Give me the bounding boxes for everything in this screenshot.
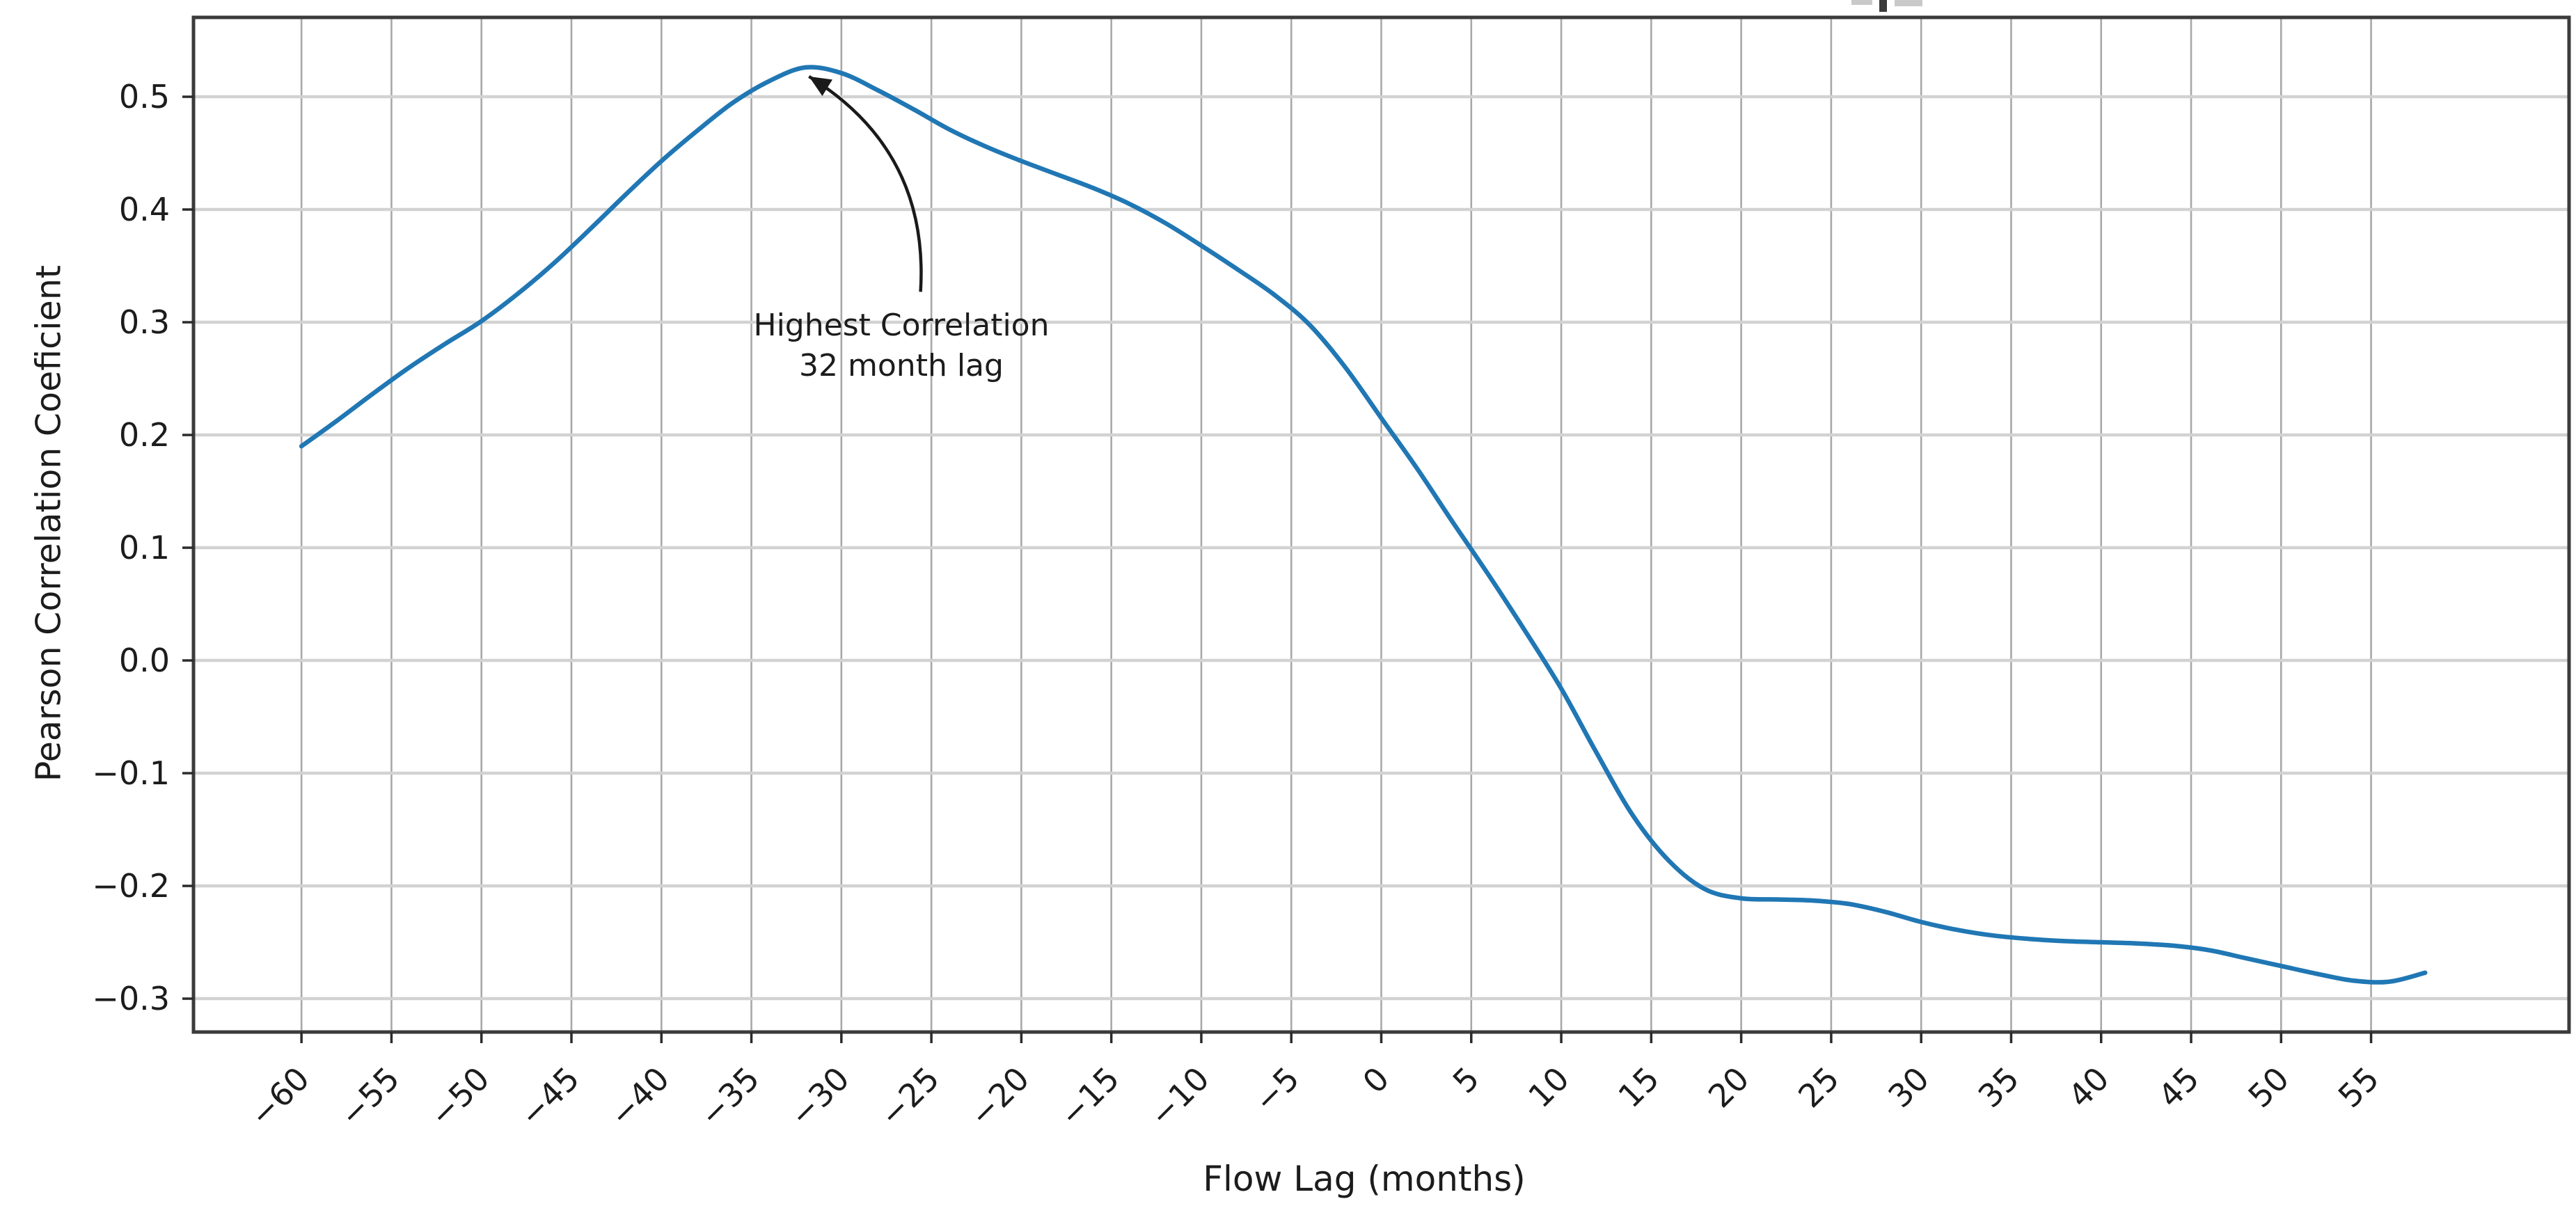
annotation-arrowhead	[809, 76, 832, 96]
y-tick-label: 0.3	[119, 303, 170, 341]
x-axis-label: Flow Lag (months)	[1203, 1159, 1526, 1199]
x-tick-label: −35	[692, 1060, 766, 1134]
x-tick-label: −50	[422, 1060, 497, 1134]
x-tick-label: 10	[1521, 1060, 1577, 1116]
x-tick-label: 50	[2241, 1060, 2296, 1116]
x-tick-label: 30	[1881, 1060, 1936, 1116]
correlation-curve	[299, 65, 2428, 985]
x-tick-label: −45	[512, 1060, 587, 1134]
x-tick-label: 25	[1791, 1060, 1847, 1116]
x-tick-label: −60	[242, 1060, 317, 1134]
x-tick-label: −30	[782, 1060, 857, 1134]
x-tick-label: −15	[1052, 1060, 1127, 1134]
x-tick-label: 15	[1611, 1060, 1667, 1116]
annotation-arrow-shaft	[808, 74, 923, 292]
x-tick-label: −20	[962, 1060, 1036, 1134]
x-tick-label: −10	[1142, 1060, 1217, 1134]
clipped-title-fragment	[1851, 0, 1872, 5]
y-tick-label: 0.5	[119, 78, 170, 116]
x-tick-label: 40	[2061, 1060, 2117, 1116]
peak-annotation-line2: 32 month lag	[799, 348, 1004, 383]
peak-annotation: Highest Correlation 32 month lag	[588, 306, 1215, 386]
x-tick-label: 5	[1446, 1060, 1487, 1101]
y-tick-label: −0.2	[92, 867, 170, 905]
x-tick-label: −5	[1247, 1060, 1306, 1120]
x-tick-label: −55	[332, 1060, 406, 1134]
x-tick-label: −40	[602, 1060, 677, 1134]
x-tick-label: 20	[1701, 1060, 1757, 1116]
y-tick-label: 0.1	[119, 529, 170, 566]
clipped-title-fragment	[1895, 0, 1922, 6]
y-tick-label: 0.2	[119, 416, 170, 454]
y-tick-label: 0.4	[119, 191, 170, 228]
clipped-title-fragment	[1879, 0, 1887, 12]
x-tick-label: 55	[2331, 1060, 2387, 1116]
y-tick-label: 0.0	[119, 642, 170, 679]
x-tick-label: −25	[872, 1060, 947, 1134]
y-tick-label: −0.1	[92, 754, 170, 792]
y-tick-label: −0.3	[92, 980, 170, 1017]
x-tick-label: 35	[1971, 1060, 2027, 1116]
x-tick-label: 0	[1355, 1060, 1396, 1101]
x-tick-label: 45	[2151, 1060, 2206, 1116]
peak-annotation-line1: Highest Correlation	[753, 307, 1050, 343]
y-axis-label: Pearson Correlation Coeficient	[29, 264, 69, 782]
